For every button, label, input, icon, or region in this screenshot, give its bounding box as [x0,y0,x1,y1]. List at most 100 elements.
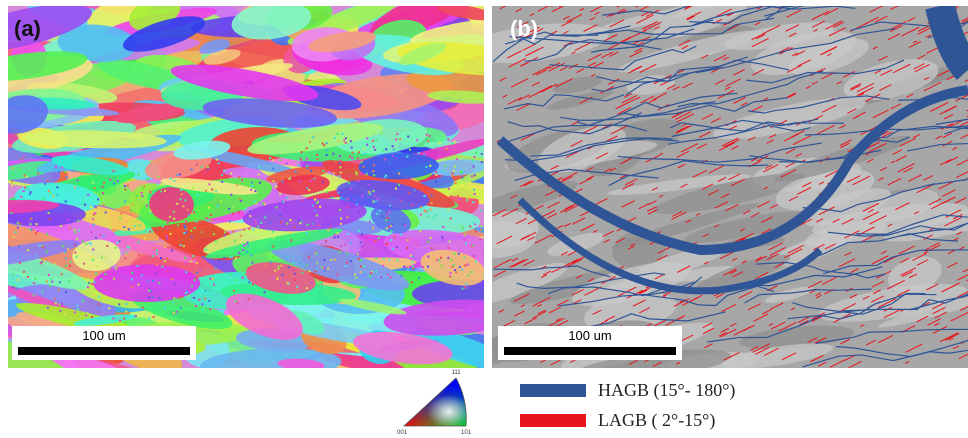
fine-grain [153,247,155,249]
fine-grain [400,275,402,277]
fine-grain [458,253,460,255]
fine-grain [10,212,12,214]
fine-grain [423,210,425,212]
fine-grain [94,187,96,189]
fine-grain [88,282,90,284]
fine-grain [314,198,316,200]
fine-grain [397,272,399,274]
fine-grain [303,150,305,152]
fine-grain [170,233,172,235]
fine-grain [316,202,318,204]
fine-grain [150,291,152,293]
fine-grain [281,181,283,183]
fine-grain [407,269,409,271]
fine-grain [310,180,312,182]
fine-grain [347,198,349,200]
fine-grain [147,281,149,283]
fine-grain [247,245,249,247]
fine-grain [314,177,316,179]
fine-grain [152,296,154,298]
fine-grain [98,295,100,297]
fine-grain [243,274,245,276]
fine-grain [266,292,268,294]
fine-grain [209,278,211,280]
fine-grain [308,270,310,272]
fine-grain [146,205,148,207]
fine-grain [301,272,303,274]
fine-grain [76,238,78,240]
fine-grain [413,273,415,275]
fine-grain [18,169,20,171]
fine-grain [334,137,336,139]
fine-grain [369,154,371,156]
fine-grain [464,286,466,288]
fine-grain [134,208,136,210]
fine-grain [339,209,341,211]
fine-grain [46,251,48,253]
fine-grain [385,246,387,248]
fine-grain [361,161,363,163]
fine-grain [176,203,178,205]
fine-grain [61,167,63,169]
fine-grain [58,289,60,291]
fine-grain [303,263,305,265]
fine-grain [259,182,261,184]
fine-grain [55,302,57,304]
lagb-line [559,1,570,7]
fine-grain [80,196,82,198]
fine-grain [92,218,94,220]
fine-grain [483,250,485,252]
fine-grain [451,143,453,145]
fine-grain [248,298,250,300]
fine-grain [156,253,158,255]
fine-grain [340,172,342,174]
fine-grain [409,149,411,151]
fine-grain [193,211,195,213]
fine-grain [386,227,388,229]
fine-grain [55,166,57,168]
fine-grain [23,175,25,177]
fine-grain [156,272,158,274]
fine-grain [196,164,198,166]
fine-grain [131,278,133,280]
fine-grain [59,310,61,312]
fine-grain [427,241,429,243]
fine-grain [157,184,159,186]
fine-grain [177,174,179,176]
fine-grain [33,214,35,216]
fine-grain [103,204,105,206]
fine-grain [219,259,221,261]
fine-grain [100,278,102,280]
fine-grain [228,208,230,210]
fine-grain [162,225,164,227]
fine-grain [201,166,203,168]
fine-grain [213,233,215,235]
fine-grain [390,277,392,279]
fine-grain [474,174,476,176]
fine-grain [464,239,466,241]
fine-grain [196,272,198,274]
fine-grain [340,245,342,247]
fine-grain [467,274,469,276]
fine-grain [243,229,245,231]
ipf-key: 111 001 101 [397,370,472,436]
fine-grain [212,278,214,280]
fine-grain [337,140,339,142]
fine-grain [449,154,451,156]
fine-grain [278,265,280,267]
fine-grain [67,219,69,221]
fine-grain [241,179,243,181]
fine-grain [135,315,137,317]
fine-grain [101,186,103,188]
fine-grain [374,195,376,197]
fine-grain [376,139,378,141]
fine-grain [366,173,368,175]
fine-grain [185,220,187,222]
fine-grain [27,249,29,251]
fine-grain [75,256,77,258]
fine-grain [77,308,79,310]
fine-grain [385,174,387,176]
fine-grain [182,205,184,207]
fine-grain [191,236,193,238]
fine-grain [95,237,97,239]
